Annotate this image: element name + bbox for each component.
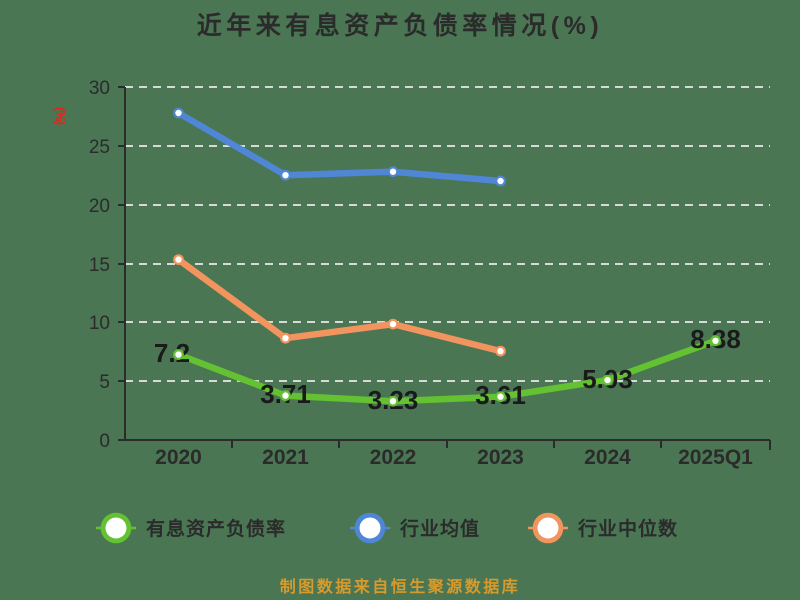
svg-text:2024: 2024 <box>584 446 631 469</box>
svg-text:30: 30 <box>89 78 110 99</box>
svg-text:有息资产负债率: 有息资产负债率 <box>146 517 286 540</box>
svg-text:2025Q1: 2025Q1 <box>678 446 753 469</box>
svg-text:2022: 2022 <box>370 446 417 469</box>
svg-text:7.2: 7.2 <box>154 338 190 368</box>
svg-text:15: 15 <box>89 255 110 276</box>
svg-text:2020: 2020 <box>155 446 202 469</box>
svg-text:5: 5 <box>99 372 110 393</box>
svg-text:行业中位数: 行业中位数 <box>577 517 678 540</box>
svg-text:行业均值: 行业均值 <box>399 517 480 540</box>
svg-text:2023: 2023 <box>477 446 524 469</box>
svg-text:20: 20 <box>89 196 110 217</box>
svg-text:25: 25 <box>89 137 110 158</box>
svg-text:0: 0 <box>99 431 110 452</box>
svg-text:2021: 2021 <box>262 446 309 469</box>
svg-text:10: 10 <box>89 313 110 334</box>
